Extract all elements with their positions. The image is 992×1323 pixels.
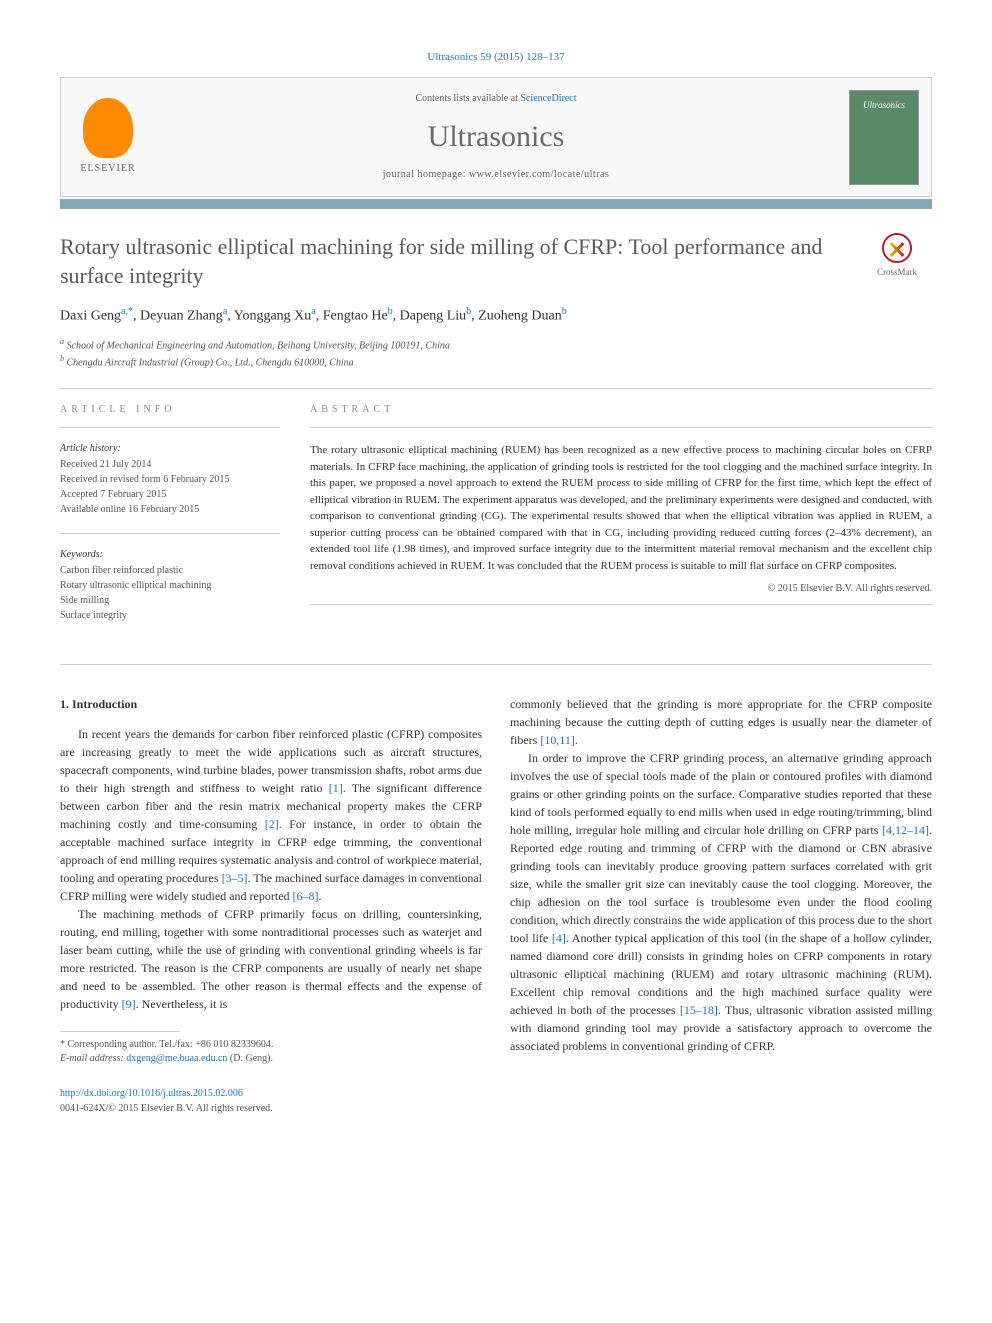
journal-header: ELSEVIER Contents lists available at Sci…	[60, 77, 932, 197]
journal-homepage: journal homepage: www.elsevier.com/locat…	[143, 168, 849, 182]
journal-name: Ultrasonics	[143, 116, 849, 158]
affiliations: a School of Mechanical Engineering and A…	[60, 336, 842, 371]
history-accepted: Accepted 7 February 2015	[60, 488, 280, 502]
intro-p3: commonly believed that the grinding is m…	[510, 695, 932, 749]
affiliation-a: a School of Mechanical Engineering and A…	[60, 336, 842, 353]
article-info: ARTICLE INFO Article history: Received 2…	[60, 403, 280, 624]
crossmark-badge[interactable]: CrossMark	[862, 233, 932, 370]
body-column-left: 1. Introduction In recent years the dema…	[60, 695, 482, 1116]
cover-title: Ultrasonics	[863, 99, 905, 112]
history-label: Article history:	[60, 442, 280, 456]
body-column-right: commonly believed that the grinding is m…	[510, 695, 932, 1116]
keyword-4: Surface integrity	[60, 609, 280, 623]
abstract-copyright: © 2015 Elsevier B.V. All rights reserved…	[310, 582, 932, 596]
contents-available: Contents lists available at ScienceDirec…	[143, 92, 849, 106]
email-footnote: E-mail address: dxgeng@me.buaa.edu.cn (D…	[60, 1052, 482, 1066]
header-divider	[60, 199, 932, 209]
issn-copyright: 0041-624X/© 2015 Elsevier B.V. All right…	[60, 1101, 482, 1116]
abstract-text: The rotary ultrasonic elliptical machini…	[310, 442, 932, 574]
keyword-2: Rotary ultrasonic elliptical machining	[60, 579, 280, 593]
hr-above-abstract	[60, 388, 932, 389]
email-label: E-mail address:	[60, 1053, 126, 1064]
citation-line: Ultrasonics 59 (2015) 128–137	[60, 50, 932, 65]
hr-below-abstract	[60, 664, 932, 665]
history-received: Received 21 July 2014	[60, 458, 280, 472]
intro-p1: In recent years the demands for carbon f…	[60, 725, 482, 905]
contents-prefix: Contents lists available at	[415, 93, 520, 104]
crossmark-label: CrossMark	[877, 266, 917, 279]
keyword-1: Carbon fiber reinforced plastic	[60, 564, 280, 578]
homepage-url[interactable]: www.elsevier.com/locate/ultras	[469, 169, 609, 180]
corresponding-author: * Corresponding author. Tel./fax: +86 01…	[60, 1038, 482, 1052]
info-heading: ARTICLE INFO	[60, 403, 280, 417]
publisher-logo: ELSEVIER	[73, 92, 143, 182]
email-link[interactable]: dxgeng@me.buaa.edu.cn	[126, 1053, 227, 1064]
doi-link[interactable]: http://dx.doi.org/10.1016/j.ultras.2015.…	[60, 1088, 243, 1099]
keyword-3: Side milling	[60, 594, 280, 608]
article-title: Rotary ultrasonic elliptical machining f…	[60, 233, 842, 290]
intro-p2: The machining methods of CFRP primarily …	[60, 905, 482, 1013]
journal-cover-thumbnail: Ultrasonics	[849, 90, 919, 185]
email-name: (D. Geng).	[227, 1053, 273, 1064]
footer: http://dx.doi.org/10.1016/j.ultras.2015.…	[60, 1086, 482, 1116]
footnote-separator	[60, 1031, 180, 1032]
homepage-prefix: journal homepage:	[383, 169, 469, 180]
section-1-heading: 1. Introduction	[60, 695, 482, 713]
publisher-name: ELSEVIER	[80, 162, 135, 176]
intro-p4: In order to improve the CFRP grinding pr…	[510, 749, 932, 1055]
sciencedirect-link[interactable]: ScienceDirect	[520, 93, 576, 104]
history-revised: Received in revised form 6 February 2015	[60, 473, 280, 487]
abstract: ABSTRACT The rotary ultrasonic elliptica…	[310, 403, 932, 624]
affiliation-b: b Chengdu Aircraft Industrial (Group) Co…	[60, 353, 842, 370]
keywords-label: Keywords:	[60, 548, 280, 562]
authors-list: Daxi Genga,*, Deyuan Zhanga, Yonggang Xu…	[60, 305, 842, 326]
elsevier-tree-icon	[83, 98, 133, 158]
history-online: Available online 16 February 2015	[60, 503, 280, 517]
crossmark-icon	[882, 233, 912, 263]
abstract-heading: ABSTRACT	[310, 403, 932, 417]
